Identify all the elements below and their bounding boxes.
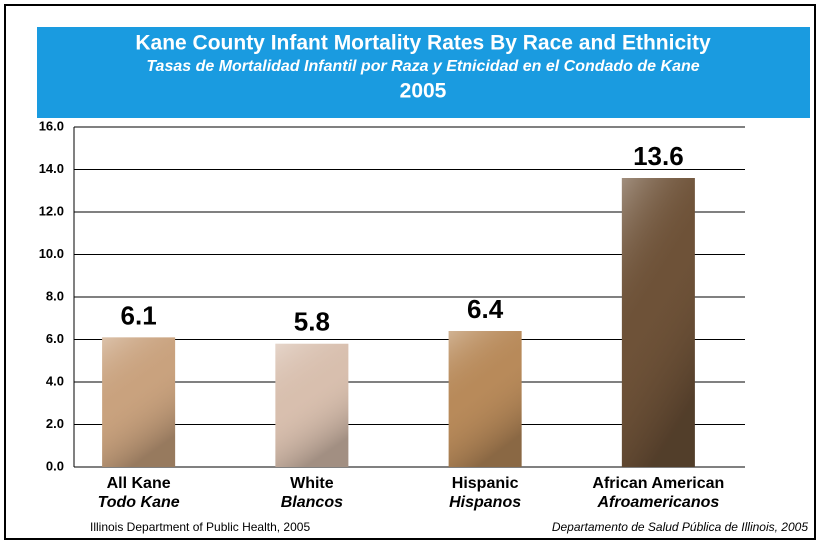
bar-shade (622, 178, 695, 467)
bar-shade (449, 331, 522, 467)
x-tick-label-translation: Blancos (281, 494, 343, 511)
chart: Kane County Infant Mortality Rates By Ra… (0, 0, 820, 543)
x-tick-label-translation: Todo Kane (98, 494, 180, 511)
value-label: 5.8 (294, 307, 330, 337)
source-translation: Departamento de Salud Pública de Illinoi… (552, 520, 808, 534)
y-tick-label: 8.0 (46, 288, 64, 303)
y-tick-label: 16.0 (39, 118, 64, 133)
y-tick-label: 4.0 (46, 373, 64, 388)
x-tick-label-translation: Hispanos (449, 494, 521, 511)
chart-year: 2005 (400, 80, 447, 103)
value-label: 6.4 (467, 294, 504, 324)
y-tick-label: 0.0 (46, 458, 64, 473)
x-tick-label: African American (592, 475, 724, 492)
bar-shade (102, 337, 175, 467)
x-tick-label: All Kane (107, 475, 171, 492)
x-tick-label-translation: Afroamericanos (596, 494, 719, 511)
source: Illinois Department of Public Health, 20… (90, 520, 310, 534)
value-label: 13.6 (633, 141, 684, 171)
x-tick-label: White (290, 475, 334, 492)
y-tick-label: 6.0 (46, 331, 64, 346)
y-tick-label: 14.0 (39, 161, 64, 176)
x-tick-label: Hispanic (452, 475, 519, 492)
value-label: 6.1 (121, 300, 157, 330)
chart-subtitle: Tasas de Mortalidad Infantil por Raza y … (146, 58, 699, 75)
y-tick-label: 12.0 (39, 203, 64, 218)
bar-shade (275, 344, 348, 467)
y-tick-label: 2.0 (46, 416, 64, 431)
chart-title: Kane County Infant Mortality Rates By Ra… (135, 32, 711, 55)
y-tick-label: 10.0 (39, 246, 64, 261)
